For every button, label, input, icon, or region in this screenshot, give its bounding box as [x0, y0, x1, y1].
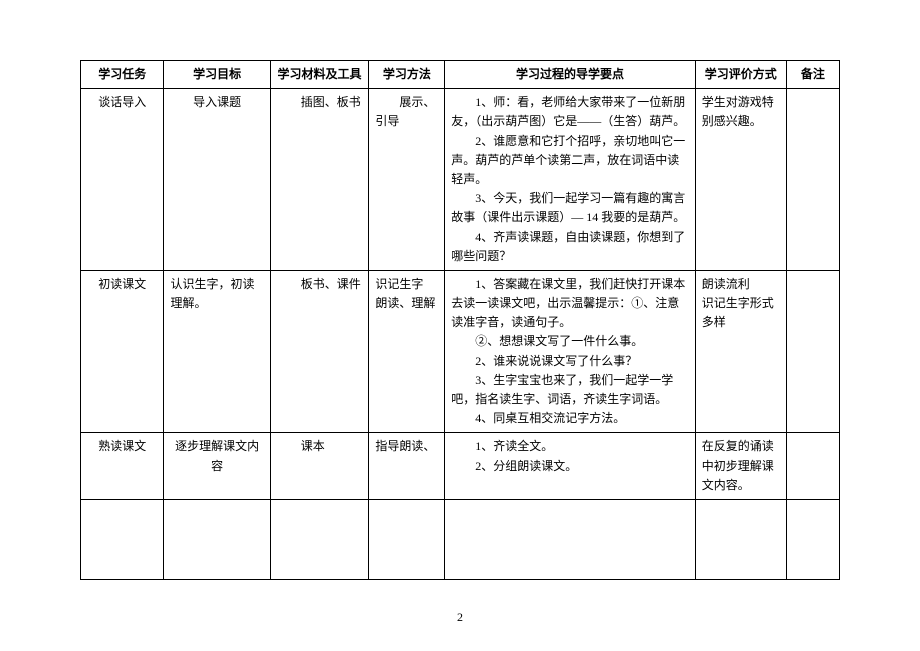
header-method: 学习方法 — [369, 61, 445, 89]
cell-material: 课本 — [270, 433, 369, 500]
cell-note — [786, 89, 839, 271]
header-eval: 学习评价方式 — [695, 61, 786, 89]
table-row-empty — [81, 499, 840, 579]
empty-cell — [369, 499, 445, 579]
cell-material: 板书、课件 — [270, 270, 369, 433]
header-material: 学习材料及工具 — [270, 61, 369, 89]
point-line: 4、同桌互相交流记字方法。 — [451, 409, 688, 428]
header-task: 学习任务 — [81, 61, 164, 89]
cell-eval: 在反复的诵读中初步理解课文内容。 — [695, 433, 786, 500]
cell-note — [786, 270, 839, 433]
cell-goal: 逐步理解课文内容 — [164, 433, 270, 500]
table-row: 熟读课文 逐步理解课文内容 课本 指导朗读、 1、齐读全文。 2、分组朗读课文。… — [81, 433, 840, 500]
point-line: 2、分组朗读课文。 — [451, 457, 688, 476]
cell-points: 1、齐读全文。 2、分组朗读课文。 — [445, 433, 695, 500]
lesson-plan-table: 学习任务 学习目标 学习材料及工具 学习方法 学习过程的导学要点 学习评价方式 … — [80, 60, 840, 580]
empty-cell — [81, 499, 164, 579]
point-line: ②、想想课文写了一件什么事。 — [451, 332, 688, 351]
table-header-row: 学习任务 学习目标 学习材料及工具 学习方法 学习过程的导学要点 学习评价方式 … — [81, 61, 840, 89]
header-note: 备注 — [786, 61, 839, 89]
point-line: 2、谁愿意和它打个招呼，亲切地叫它一声。葫芦的芦单个读第二声，放在词语中读轻声。 — [451, 132, 688, 190]
cell-method: 识记生字 朗读、理解 — [369, 270, 445, 433]
point-line: 4、齐声读课题，自由读课题，你想到了哪些问题？ — [451, 228, 688, 266]
cell-eval: 学生对游戏特别感兴趣。 — [695, 89, 786, 271]
cell-goal: 认识生字，初读理解。 — [164, 270, 270, 433]
point-line: 1、答案藏在课文里，我们赶快打开课本去读一读课文吧，出示温馨提示：①、注意读准字… — [451, 275, 688, 333]
page-number: 2 — [80, 610, 840, 625]
empty-cell — [164, 499, 270, 579]
point-line: 3、生字宝宝也来了，我们一起学一学吧，指名读生字、词语，齐读生字词语。 — [451, 371, 688, 409]
table-row: 初读课文 认识生字，初读理解。 板书、课件 识记生字 朗读、理解 1、答案藏在课… — [81, 270, 840, 433]
cell-method: 展示、引导 — [369, 89, 445, 271]
empty-cell — [270, 499, 369, 579]
empty-cell — [786, 499, 839, 579]
cell-task: 熟读课文 — [81, 433, 164, 500]
table-row: 谈话导入 导入课题 插图、板书 展示、引导 1、师：看，老师给大家带来了一位新朋… — [81, 89, 840, 271]
point-line: 1、齐读全文。 — [451, 437, 688, 456]
cell-task: 谈话导入 — [81, 89, 164, 271]
cell-material: 插图、板书 — [270, 89, 369, 271]
empty-cell — [695, 499, 786, 579]
cell-method: 指导朗读、 — [369, 433, 445, 500]
header-goal: 学习目标 — [164, 61, 270, 89]
cell-note — [786, 433, 839, 500]
cell-task: 初读课文 — [81, 270, 164, 433]
cell-points: 1、答案藏在课文里，我们赶快打开课本去读一读课文吧，出示温馨提示：①、注意读准字… — [445, 270, 695, 433]
point-line: 1、师：看，老师给大家带来了一位新朋友，（出示葫芦图）它是——（生答）葫芦。 — [451, 93, 688, 131]
header-points: 学习过程的导学要点 — [445, 61, 695, 89]
empty-cell — [445, 499, 695, 579]
cell-points: 1、师：看，老师给大家带来了一位新朋友，（出示葫芦图）它是——（生答）葫芦。 2… — [445, 89, 695, 271]
cell-eval: 朗读流利 识记生字形式多样 — [695, 270, 786, 433]
point-line: 2、谁来说说课文写了什么事？ — [451, 352, 688, 371]
cell-goal: 导入课题 — [164, 89, 270, 271]
point-line: 3、今天，我们一起学习一篇有趣的寓言故事（课件出示课题）— 14 我要的是葫芦。 — [451, 189, 688, 227]
